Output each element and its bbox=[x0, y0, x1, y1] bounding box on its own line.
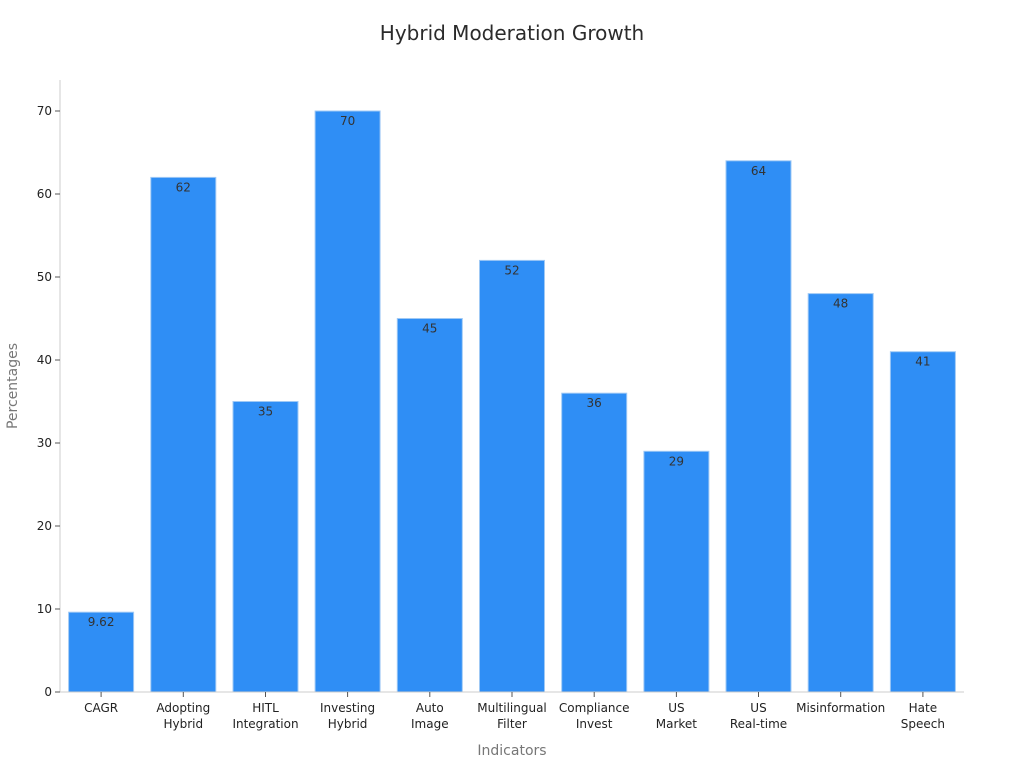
x-tick-label-line: CAGR bbox=[84, 701, 118, 715]
x-tick-label-line: Speech bbox=[901, 717, 945, 731]
bar-value-label: 52 bbox=[504, 263, 519, 277]
bar-value-label: 29 bbox=[669, 454, 684, 468]
bar-value-label: 48 bbox=[833, 297, 848, 311]
bar bbox=[396, 318, 463, 693]
y-ticks-group: 0 10 20 30 40 50 60 70 bbox=[37, 104, 60, 699]
bar bbox=[232, 401, 299, 693]
x-tick-label: Multilingual Filter bbox=[477, 701, 547, 731]
x-tick-label-line: US bbox=[668, 701, 684, 715]
bar-value-label: 70 bbox=[340, 114, 355, 128]
bar-value-label: 62 bbox=[176, 180, 191, 194]
bar-value-label: 35 bbox=[258, 405, 273, 419]
x-tick-label-line: Hybrid bbox=[328, 717, 368, 731]
x-tick-label-line: Invest bbox=[576, 717, 613, 731]
chart-title: Hybrid Moderation Growth bbox=[380, 21, 644, 45]
x-tick-label-line: Filter bbox=[497, 717, 527, 731]
y-tick-label: 10 bbox=[37, 602, 52, 616]
bar-value-label: 64 bbox=[751, 164, 766, 178]
x-tick-label: CAGR bbox=[84, 701, 118, 715]
x-tick-label: Auto Image bbox=[411, 701, 449, 731]
x-tick-label-line: Image bbox=[411, 717, 449, 731]
x-tick-label-line: HITL bbox=[252, 701, 279, 715]
x-tick-label-line: Multilingual bbox=[477, 701, 547, 715]
x-ticks-group: CAGR Adopting Hybrid HITL Integration Investi… bbox=[84, 692, 945, 731]
x-tick-label: Misinformation bbox=[796, 701, 885, 715]
bar bbox=[725, 160, 792, 693]
y-tick-label: 60 bbox=[37, 187, 52, 201]
y-tick-label: 70 bbox=[37, 104, 52, 118]
bar bbox=[807, 293, 874, 693]
x-tick-label-line: Adopting bbox=[156, 701, 210, 715]
bar bbox=[561, 392, 628, 693]
x-axis-label: Indicators bbox=[477, 743, 546, 759]
x-tick-label: US Market bbox=[656, 701, 698, 731]
x-tick-label: Adopting Hybrid bbox=[156, 701, 210, 731]
bar-value-label: 45 bbox=[422, 322, 437, 336]
bar bbox=[150, 176, 217, 693]
bar bbox=[889, 351, 956, 693]
y-tick-label: 40 bbox=[37, 353, 52, 367]
x-tick-label-line: Real-time bbox=[730, 717, 787, 731]
x-tick-label: Compliance Invest bbox=[559, 701, 630, 731]
x-tick-label-line: US bbox=[750, 701, 766, 715]
y-axis-label: Percentages bbox=[5, 343, 21, 429]
bar-value-label: 36 bbox=[587, 396, 602, 410]
x-tick-label: Hate Speech bbox=[901, 701, 945, 731]
bar bbox=[479, 259, 545, 693]
x-tick-label-line: Compliance bbox=[559, 701, 630, 715]
x-tick-label-line: Misinformation bbox=[796, 701, 885, 715]
x-tick-label: US Real-time bbox=[730, 701, 787, 731]
x-tick-label: Investing Hybrid bbox=[320, 701, 375, 731]
x-tick-label-line: Hybrid bbox=[163, 717, 203, 731]
x-tick-label-line: Integration bbox=[232, 717, 298, 731]
x-tick-label-line: Investing bbox=[320, 701, 375, 715]
x-tick-label: HITL Integration bbox=[232, 701, 298, 731]
bar bbox=[643, 450, 710, 693]
x-tick-label-line: Auto bbox=[416, 701, 444, 715]
y-tick-label: 30 bbox=[37, 436, 52, 450]
bars-group bbox=[68, 110, 956, 693]
y-tick-label: 50 bbox=[37, 270, 52, 284]
bar bbox=[68, 611, 135, 693]
y-tick-label: 0 bbox=[44, 685, 52, 699]
value-labels-group: 9.62 62 35 70 45 52 36 29 64 48 41 bbox=[88, 114, 931, 629]
x-tick-label-line: Market bbox=[656, 717, 698, 731]
bar bbox=[314, 110, 381, 693]
x-tick-label-line: Hate bbox=[909, 701, 937, 715]
bar-value-label: 9.62 bbox=[88, 615, 115, 629]
bar-value-label: 41 bbox=[915, 355, 930, 369]
y-tick-label: 20 bbox=[37, 519, 52, 533]
